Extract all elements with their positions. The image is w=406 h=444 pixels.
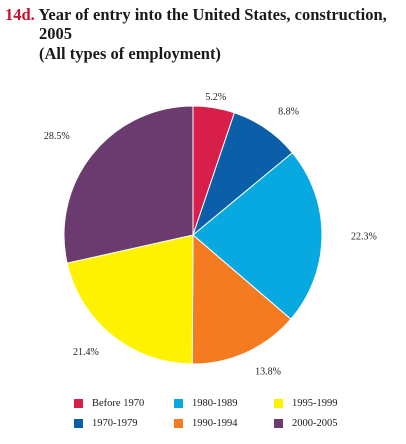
legend-label: 1980-1989 bbox=[192, 398, 238, 409]
chart-title-text: Year of entry into the United States, co… bbox=[38, 5, 387, 24]
legend-item-before-1970: Before 1970 bbox=[74, 398, 144, 409]
pie-slice-1990-1994 bbox=[191, 233, 292, 365]
legend-swatch bbox=[74, 419, 83, 428]
legend-swatch bbox=[274, 399, 283, 408]
slice-label-1980-1989: 22.3% bbox=[351, 231, 377, 242]
legend-item-1970-1979: 1970-1979 bbox=[74, 418, 138, 429]
legend-swatch bbox=[174, 419, 183, 428]
chart-title-block: 14d. Year of entry into the United State… bbox=[5, 5, 401, 65]
slice-label-1990-1994: 13.8% bbox=[255, 367, 281, 378]
legend-item-1980-1989: 1980-1989 bbox=[174, 398, 238, 409]
slice-label-1970-1979: 8.8% bbox=[278, 106, 299, 117]
figure-number: 14d. bbox=[5, 5, 35, 24]
legend-item-1995-1999: 1995-1999 bbox=[274, 398, 338, 409]
pie-slice-1995-1999 bbox=[66, 234, 194, 365]
legend-item-2000-2005: 2000-2005 bbox=[274, 418, 338, 429]
legend-label: 1970-1979 bbox=[92, 418, 138, 429]
legend-label: 1990-1994 bbox=[192, 418, 238, 429]
slice-label-before-1970: 5.2% bbox=[205, 92, 226, 103]
chart-subtitle: (All types of employment) bbox=[39, 44, 221, 63]
legend-swatch bbox=[74, 399, 83, 408]
slice-label-2000-2005: 28.5% bbox=[44, 131, 70, 142]
legend-item-1990-1994: 1990-1994 bbox=[174, 418, 238, 429]
pie-slice-1980-1989 bbox=[192, 152, 323, 320]
legend-label: 1995-1999 bbox=[292, 398, 338, 409]
chart-legend: Before 1970 1970-1979 1980-1989 1990-1994 19… bbox=[74, 394, 374, 438]
chart-title: 14d. Year of entry into the United State… bbox=[5, 5, 401, 24]
legend-label: 2000-2005 bbox=[292, 418, 338, 429]
slice-label-1995-1999: 21.4% bbox=[73, 347, 99, 358]
legend-swatch bbox=[274, 419, 283, 428]
legend-swatch bbox=[174, 399, 183, 408]
legend-label: Before 1970 bbox=[92, 398, 145, 409]
pie-slice-2000-2005 bbox=[63, 105, 194, 264]
chart-title-continued: 2005 bbox=[39, 24, 72, 43]
